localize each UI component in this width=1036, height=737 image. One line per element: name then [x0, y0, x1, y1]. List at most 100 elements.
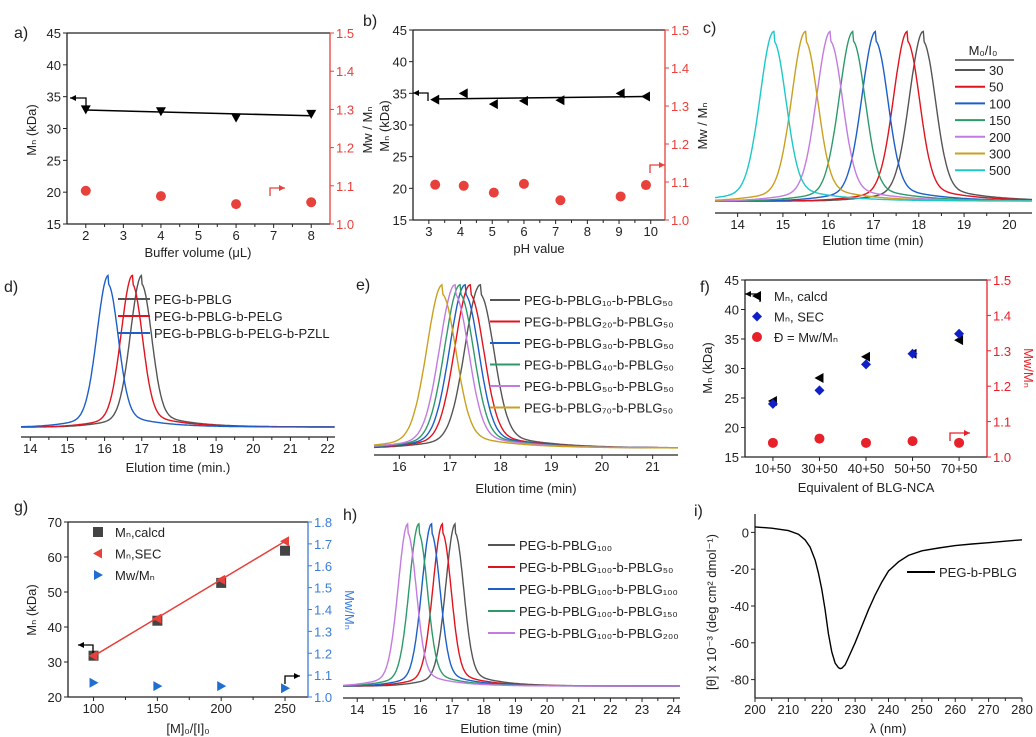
data-point: [88, 650, 98, 661]
y-tick-label: 0: [742, 525, 749, 540]
x-tick-label: 30+50: [801, 461, 838, 476]
data-point: [231, 199, 242, 210]
arrowhead-icon: [745, 291, 751, 297]
x-tick-label: 17: [866, 217, 880, 232]
y2-tick-label: 1.3: [314, 624, 332, 639]
y-axis-label: Mₙ (kDa): [24, 104, 39, 155]
x-tick-label: 3: [425, 224, 432, 239]
data-point: [518, 178, 529, 189]
legend-label: PEG-b-PBLG₁₀-b-PBLG₅₀: [524, 293, 673, 308]
y2-tick-label: 1.5: [671, 23, 689, 38]
data-point: [752, 311, 762, 322]
legend-title: M₀/I₀: [969, 43, 998, 58]
x-tick-label: 18: [493, 459, 507, 474]
y2-tick-label: 1.6: [314, 559, 332, 574]
y2-tick-label: 1.7: [314, 537, 332, 552]
legend-label: Đ = Mw/Mₙ: [774, 330, 838, 345]
x-tick-label: 10: [644, 224, 658, 239]
y-axis-label: Mₙ (kDa): [700, 342, 715, 393]
panel-g: g) 100 150 200 250 20 30 40 50 60 70 1.0 1.1 1.2 1.3 1.…: [14, 499, 357, 736]
x-tick-label: 100: [83, 701, 105, 716]
legend-label: 30: [989, 63, 1003, 78]
y2-tick-label: 1.4: [336, 64, 354, 79]
y2-axis-label: Mw / Mₙ: [360, 106, 375, 153]
data-point: [907, 436, 918, 447]
data-point: [640, 91, 650, 102]
panel-label: b): [363, 13, 377, 30]
y2-tick-label: 1.1: [314, 668, 332, 683]
fit-line: [93, 540, 286, 657]
legend-label: PEG-b-PBLG₃₀-b-PBLG₅₀: [524, 336, 674, 351]
data-point: [458, 88, 468, 99]
x-tick-label: 15: [382, 702, 396, 717]
fit-line: [85, 109, 312, 117]
x-axis-label: Equivalent of BLG-NCA: [798, 480, 935, 495]
x-axis-label: Elution time (min): [460, 721, 561, 736]
y-axis-label: Mₙ (kDa): [377, 100, 392, 151]
data-point: [231, 113, 242, 123]
data-point: [954, 437, 965, 448]
arrowhead-icon: [413, 90, 419, 96]
y-tick-label: 25: [725, 391, 739, 406]
legend-label: PEG-b-PBLG-b-PELG-b-PZLL: [154, 326, 330, 341]
data-point: [907, 348, 918, 359]
y-tick-label: 45: [725, 273, 739, 288]
data-point: [80, 185, 91, 196]
panel-b: b)3 4 5 6 7 8 9 10152025303540451.01.11.21.31.4…: [363, 13, 710, 256]
x-tick-label: 2: [82, 228, 89, 243]
data-point: [216, 577, 227, 588]
x-tick-label: 14: [730, 217, 744, 232]
x-tick-label: 8: [584, 224, 591, 239]
y2-tick-label: 1.4: [671, 61, 689, 76]
arrowhead-icon: [78, 642, 84, 648]
x-tick-label: 15: [60, 441, 74, 456]
x-tick-label: 20: [1002, 217, 1016, 232]
y-tick-label: 40: [47, 58, 61, 73]
panel-h: h) 14 15 16 17 18 19 20 21 22 23 24 Elution time (mi…: [343, 507, 681, 736]
y-tick-label: 50: [48, 585, 62, 600]
x-axis-label: [M]₀/[I]₀: [166, 721, 209, 736]
data-point: [281, 683, 291, 694]
data-point: [216, 574, 226, 585]
x-tick-label: 15: [776, 217, 790, 232]
legend-label: Mₙ, calcd: [774, 289, 828, 304]
x-tick-label: 14: [350, 702, 364, 717]
x-tick-label: 22: [603, 702, 617, 717]
x-tick-label: 250: [911, 702, 933, 717]
y-tick-label: 40: [725, 303, 739, 318]
x-tick-label: 6: [232, 228, 239, 243]
y2-tick-label: 1.3: [336, 102, 354, 117]
y-tick-label: 30: [47, 122, 61, 137]
panel-c: c) 14 15 16 17 18 19 20 Elution time (min) 30 5010…: [703, 20, 1032, 248]
y-tick-label: 25: [393, 150, 407, 165]
data-point: [153, 681, 163, 692]
x-tick-label: 16: [821, 217, 835, 232]
x-tick-label: 5: [489, 224, 496, 239]
legend-label: PEG-b-PBLG₁₀₀-b-PBLG₂₀₀: [519, 626, 679, 641]
x-tick-label: 14: [23, 441, 37, 456]
legend-label: Mₙ,SEC: [115, 547, 161, 562]
axis-indicator-arrow-icon: [284, 675, 300, 684]
series-line: [754, 526, 1023, 670]
y-tick-label: 15: [47, 217, 61, 232]
x-tick-label: 17: [445, 702, 459, 717]
x-tick-label: 280: [1011, 702, 1033, 717]
x-tick-label: 24: [666, 702, 680, 717]
data-point: [861, 437, 871, 448]
legend-label: PEG-b-PBLG: [939, 565, 1017, 580]
x-tick-label: 23: [635, 702, 649, 717]
x-tick-label: 250: [274, 701, 296, 716]
y-tick-label: 25: [47, 153, 61, 168]
y-tick-label: 15: [725, 450, 739, 465]
y2-tick-label: 1.4: [993, 308, 1011, 323]
y-tick-label: 35: [725, 332, 739, 347]
legend-label: 150: [989, 113, 1011, 128]
series-line: [343, 522, 680, 687]
data-point: [89, 677, 99, 688]
x-tick-label: 22: [320, 441, 334, 456]
data-point: [488, 187, 499, 198]
y-axis-label: [θ] x 10⁻³ (deg cm² dmol⁻¹): [704, 534, 719, 690]
y-tick-label: 15: [393, 213, 407, 228]
axis-indicator-arrow-icon: [269, 187, 285, 196]
x-tick-label: 18: [912, 217, 926, 232]
